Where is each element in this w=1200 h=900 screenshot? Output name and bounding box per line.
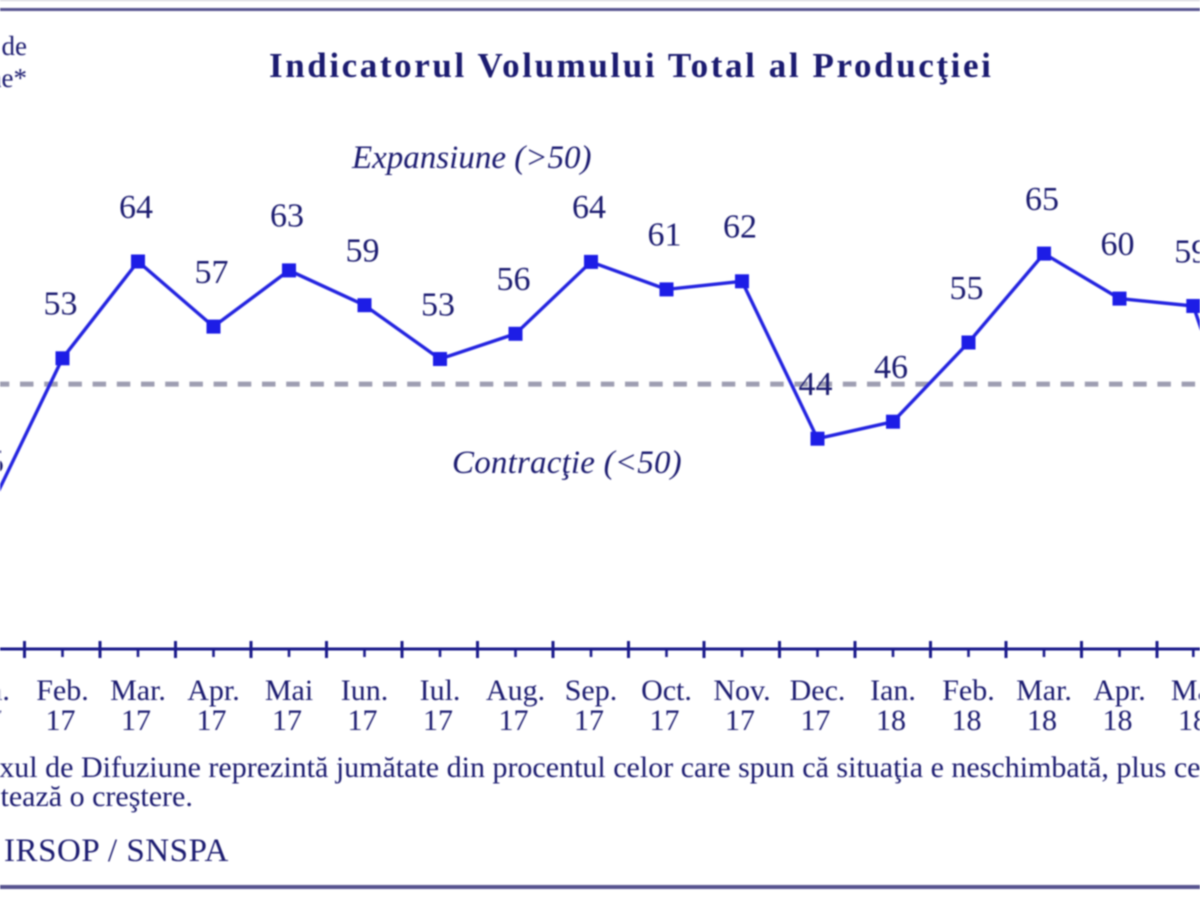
svg-text:46: 46 xyxy=(874,349,908,386)
svg-text:18: 18 xyxy=(1027,704,1057,737)
svg-text:Feb.: Feb. xyxy=(36,674,89,707)
svg-text:56: 56 xyxy=(497,261,531,298)
svg-text:64: 64 xyxy=(119,189,153,226)
svg-text:44: 44 xyxy=(799,366,833,403)
svg-text:Apr.: Apr. xyxy=(1093,674,1146,707)
svg-text:Apr.: Apr. xyxy=(187,674,240,707)
svg-text:18: 18 xyxy=(952,704,982,737)
svg-text:Nov.: Nov. xyxy=(713,674,770,707)
svg-text:59: 59 xyxy=(346,233,380,270)
svg-text:60: 60 xyxy=(1101,226,1135,263)
svg-text:17: 17 xyxy=(0,704,2,737)
svg-text:65: 65 xyxy=(1025,181,1059,218)
svg-text:Mar.: Mar. xyxy=(110,674,166,707)
svg-text:Dec.: Dec. xyxy=(790,674,846,707)
svg-text:Ian.: Ian. xyxy=(870,674,916,707)
svg-text:17: 17 xyxy=(725,704,755,737)
svg-text:17: 17 xyxy=(423,704,453,737)
svg-text:Mar.: Mar. xyxy=(1016,674,1072,707)
svg-text:17: 17 xyxy=(272,704,302,737)
svg-text:Mai: Mai xyxy=(1171,674,1200,707)
svg-text:53: 53 xyxy=(44,286,78,323)
svg-text:17: 17 xyxy=(650,704,680,737)
svg-text:Aug.: Aug. xyxy=(486,674,545,707)
svg-text:17: 17 xyxy=(499,704,529,737)
svg-text:64: 64 xyxy=(572,189,606,226)
svg-text:Ian.: Ian. xyxy=(0,674,10,707)
svg-text:17: 17 xyxy=(46,704,76,737)
svg-text:63: 63 xyxy=(270,198,304,235)
svg-text:18: 18 xyxy=(876,704,906,737)
svg-text:Sep.: Sep. xyxy=(565,674,618,707)
svg-text:57: 57 xyxy=(195,254,229,291)
svg-text:17: 17 xyxy=(197,704,227,737)
svg-text:35: 35 xyxy=(0,444,4,481)
svg-text:17: 17 xyxy=(801,704,831,737)
svg-text:55: 55 xyxy=(950,270,984,307)
svg-text:Iun.: Iun. xyxy=(341,674,389,707)
svg-text:18: 18 xyxy=(1103,704,1133,737)
svg-text:17: 17 xyxy=(348,704,378,737)
svg-text:Feb.: Feb. xyxy=(942,674,995,707)
svg-text:17: 17 xyxy=(121,704,151,737)
svg-text:53: 53 xyxy=(421,286,455,323)
svg-text:18: 18 xyxy=(1178,704,1200,737)
svg-text:62: 62 xyxy=(723,209,757,246)
svg-text:17: 17 xyxy=(574,704,604,737)
svg-text:59: 59 xyxy=(1174,233,1200,270)
svg-text:Mai: Mai xyxy=(265,674,313,707)
svg-text:61: 61 xyxy=(648,217,682,254)
svg-text:Oct.: Oct. xyxy=(641,674,692,707)
svg-text:Iul.: Iul. xyxy=(420,674,461,707)
